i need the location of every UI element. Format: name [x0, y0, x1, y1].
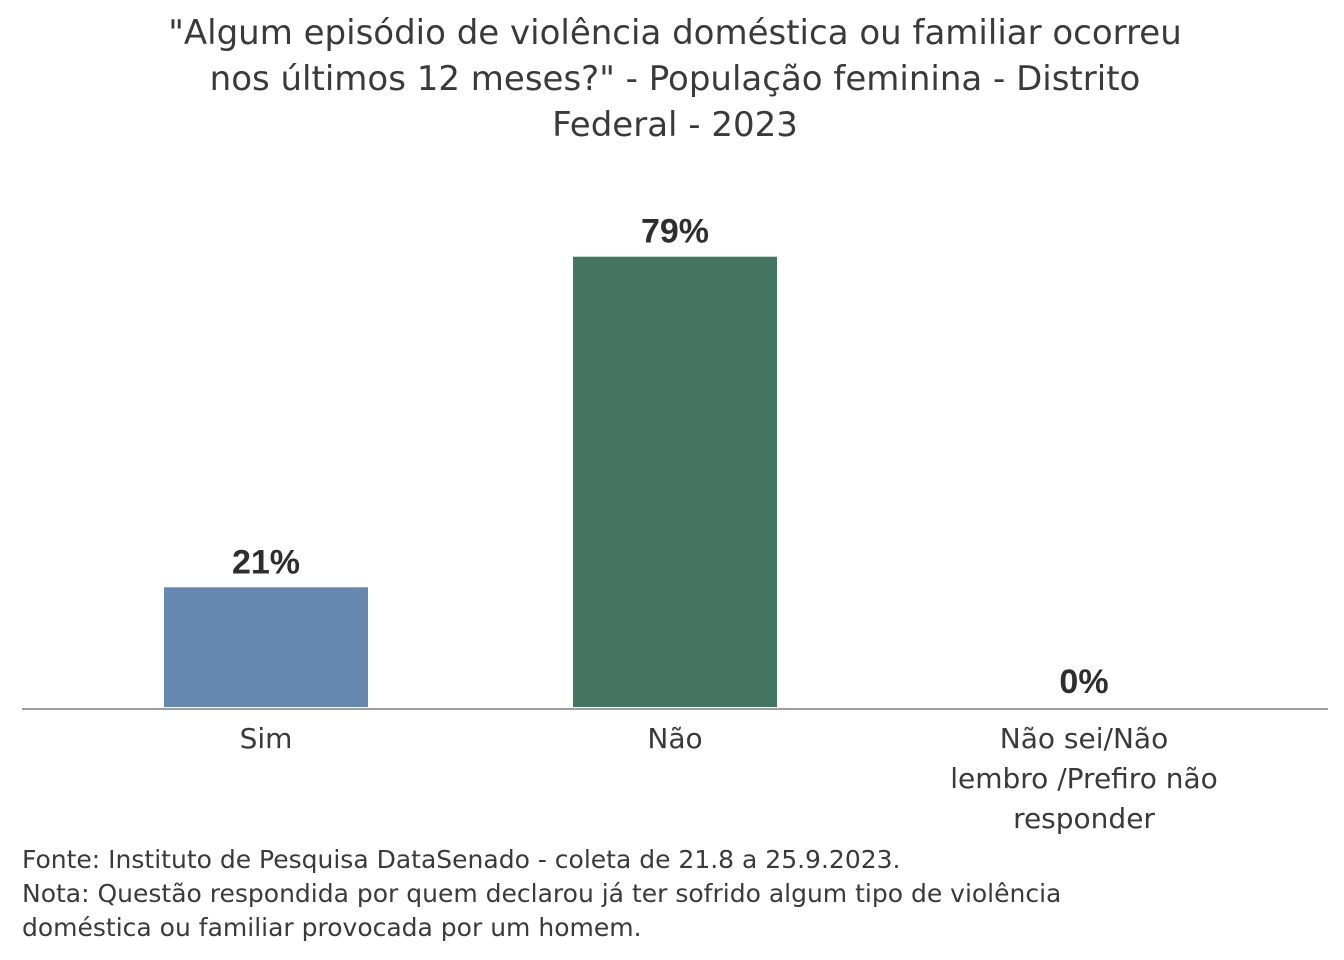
- data-label-cat-2: 79%: [641, 213, 709, 251]
- methodology-note-line-2: doméstica ou familiar provocada por um h…: [22, 913, 642, 942]
- x-tick-label-cat-1: Sim: [240, 722, 293, 755]
- x-tick-label-cat-3-line-2: lembro /Prefiro não: [950, 762, 1218, 795]
- data-label-cat-1: 21%: [232, 543, 300, 581]
- source-note: Fonte: Instituto de Pesquisa DataSenado …: [22, 845, 901, 874]
- data-label-cat-3: 0%: [1059, 663, 1108, 701]
- chart-footer: Fonte: Instituto de Pesquisa DataSenado …: [22, 843, 1322, 945]
- methodology-note-line-1: Nota: Questão respondida por quem declar…: [22, 879, 1062, 908]
- x-tick-label-cat-3-line-3: responder: [1013, 802, 1155, 835]
- bar-cat-2: [573, 256, 777, 707]
- bar-chart: 21% Sim 79% Não 0% Não sei/Não lembro /Prefiro…: [22, 213, 1328, 835]
- bar-cat-1: [164, 587, 368, 707]
- chart-title-line-2: nos últimos 12 meses?" - População femin…: [209, 59, 1141, 99]
- x-tick-label-cat-2: Não: [647, 722, 702, 755]
- chart-title-line-3: Federal - 2023: [552, 105, 798, 145]
- x-tick-label-cat-3-line-1: Não sei/Não: [1000, 722, 1168, 755]
- chart-title-line-1: "Algum episódio de violência doméstica o…: [168, 13, 1182, 53]
- bars: 21% Sim 79% Não 0% Não sei/Não lembro /Prefiro…: [164, 213, 1218, 835]
- chart-title: "Algum episódio de violência doméstica o…: [120, 10, 1230, 148]
